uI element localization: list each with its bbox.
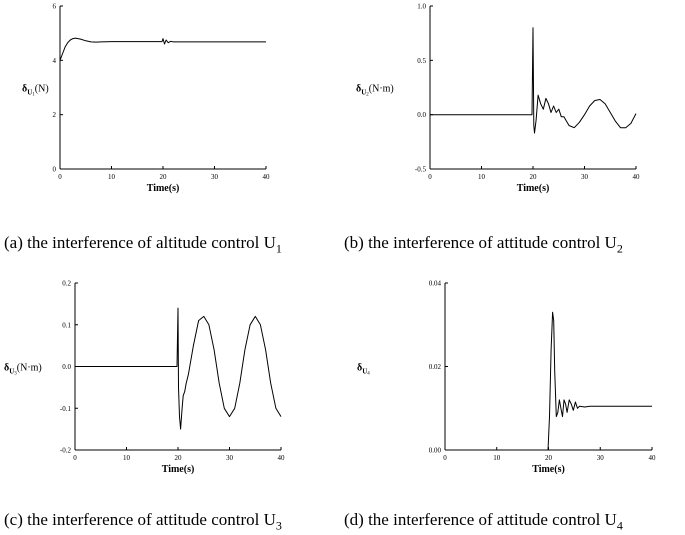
y-tick-label: 0.5 <box>417 57 426 65</box>
x-tick-label: 10 <box>123 454 131 462</box>
x-axis-label: Time(s) <box>532 464 565 475</box>
y-axis-label: δU2(N·m) <box>356 84 394 98</box>
y-tick-label: 2 <box>53 111 57 119</box>
x-tick-label: 10 <box>493 454 501 462</box>
y-tick-label: 4 <box>53 57 57 65</box>
y-tick-label: 0.04 <box>429 280 442 288</box>
y-axis-label: δU3(N·m) <box>4 363 42 377</box>
caption-a: (a) the interference of altitude control… <box>4 233 282 256</box>
y-tick-label: 0.1 <box>62 321 71 329</box>
series-line <box>75 307 282 430</box>
caption-d: (d) the interference of attitude control… <box>344 510 623 533</box>
series-line <box>430 27 637 134</box>
x-tick-label: 20 <box>545 454 553 462</box>
y-tick-label: -0.2 <box>60 447 72 455</box>
y-tick-label: 0.0 <box>417 111 426 119</box>
y-tick-label: -0.1 <box>60 405 72 413</box>
y-tick-label: 6 <box>53 3 57 11</box>
x-tick-label: 40 <box>263 173 271 181</box>
x-axis-label: Time(s) <box>162 464 195 475</box>
x-tick-label: 0 <box>443 454 447 462</box>
y-tick-label: -0.5 <box>415 166 427 174</box>
series-line <box>445 311 652 451</box>
y-axis-label: δU1(N) <box>22 84 49 98</box>
caption-b: (b) the interference of attitude control… <box>344 233 623 256</box>
y-tick-label: 0.2 <box>62 280 71 288</box>
x-tick-label: 30 <box>226 454 234 462</box>
y-tick-label: 0.00 <box>429 447 442 455</box>
x-tick-label: 30 <box>581 173 589 181</box>
x-tick-label: 10 <box>108 173 116 181</box>
x-tick-label: 0 <box>58 173 62 181</box>
x-tick-label: 30 <box>597 454 605 462</box>
x-tick-label: 40 <box>633 173 641 181</box>
y-axis-label: δU4 <box>357 363 370 377</box>
caption-c: (c) the interference of attitude control… <box>4 510 282 533</box>
chart-3: 0 10 20 30 40 -0.2 -0.1 0.0 0.1 0.2 Time(s) δU3(N·m… <box>4 280 285 476</box>
x-tick-label: 0 <box>73 454 77 462</box>
x-axis-label: Time(s) <box>147 183 180 194</box>
y-tick-label: 0.0 <box>62 363 71 371</box>
x-tick-label: 20 <box>530 173 538 181</box>
x-tick-label: 40 <box>649 454 657 462</box>
x-tick-label: 40 <box>278 454 286 462</box>
series-line <box>59 37 266 61</box>
x-tick-label: 0 <box>428 173 432 181</box>
x-tick-label: 10 <box>478 173 486 181</box>
x-tick-label: 20 <box>175 454 183 462</box>
x-axis-label: Time(s) <box>517 183 550 194</box>
chart-2: 0 10 20 30 40 -0.5 0.0 0.5 1.0 Time(s) δU2(N·m) <box>356 3 640 195</box>
y-tick-label: 1.0 <box>417 3 426 11</box>
chart-4: 0 10 20 30 40 0.00 0.02 0.04 Time(s) δU4 <box>357 280 656 476</box>
x-tick-label: 30 <box>211 173 219 181</box>
y-tick-label: 0.02 <box>429 363 442 371</box>
y-tick-label: 0 <box>53 166 57 174</box>
chart-1: 0 10 20 30 40 0 2 4 6 Time(s) δU1(N) <box>22 3 270 195</box>
x-tick-label: 20 <box>160 173 168 181</box>
